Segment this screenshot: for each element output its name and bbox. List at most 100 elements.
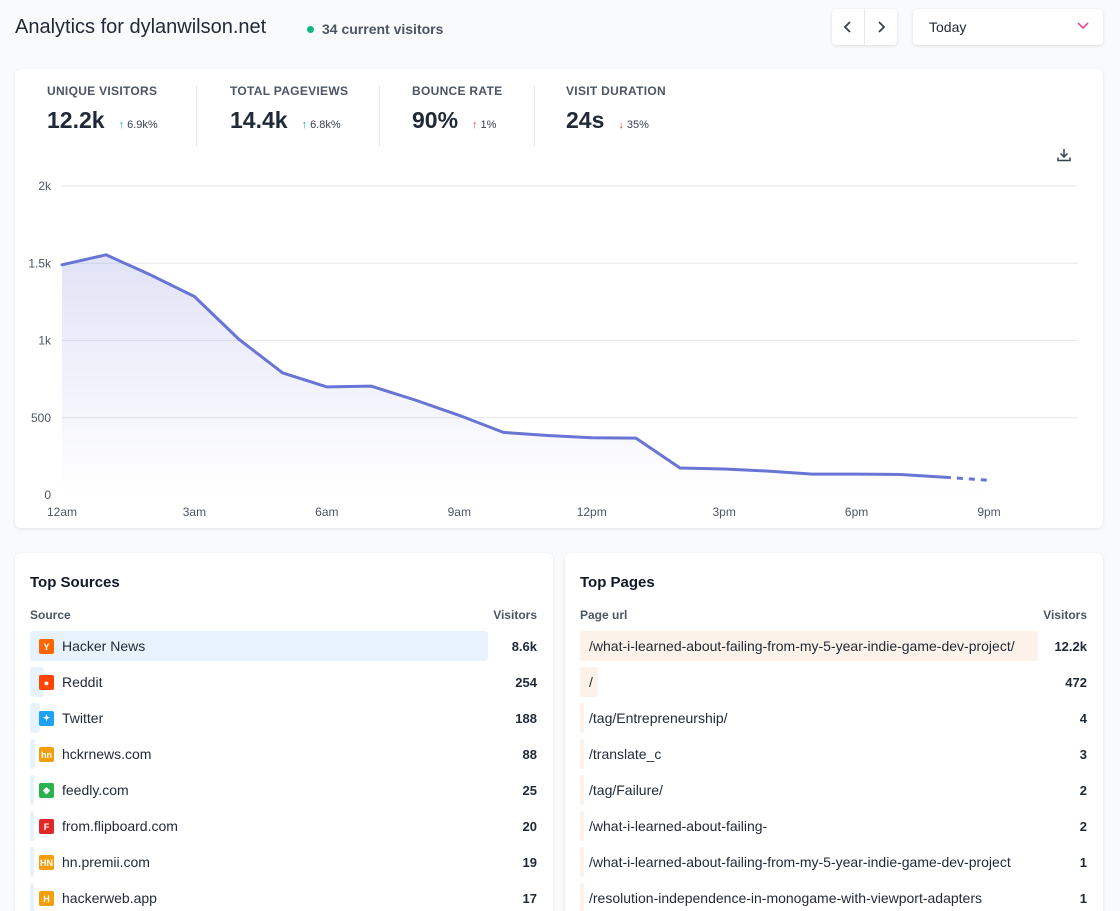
list-item[interactable]: /tag/Failure/2 xyxy=(565,775,1103,805)
premii-icon: HN xyxy=(39,855,54,870)
x-tick-label: 3pm xyxy=(712,505,735,519)
stat-bounce-rate[interactable]: BOUNCE RATE 90% ↑ 1% xyxy=(412,84,502,148)
share-bar xyxy=(580,847,584,877)
share-bar xyxy=(30,631,488,661)
top-pages-card: Top Pages Page url Visitors /what-i-lear… xyxy=(565,553,1103,911)
list-item[interactable]: /what-i-learned-about-failing- 2 xyxy=(565,811,1103,841)
list-item-label[interactable]: hn.premii.com xyxy=(62,854,150,870)
data-point-4am[interactable] xyxy=(233,333,245,345)
next-period-button[interactable] xyxy=(864,9,896,45)
list-item-label[interactable]: Twitter xyxy=(62,710,104,726)
flipboard-icon: F xyxy=(39,819,54,834)
data-point-3pm[interactable] xyxy=(718,463,730,475)
chevron-right-icon xyxy=(877,21,885,33)
page-url-column-header: Page url xyxy=(580,608,628,622)
share-bar xyxy=(30,775,34,805)
reddit-icon: ● xyxy=(39,675,54,690)
list-item[interactable]: /translate_c 3 xyxy=(565,739,1103,769)
list-item[interactable]: ✦ Twitter 188 xyxy=(15,703,553,733)
data-point-12pm[interactable] xyxy=(586,432,598,444)
list-item-label[interactable]: /what-i-learned-about-failing-from-my-5-… xyxy=(589,854,1011,870)
data-point-10am[interactable] xyxy=(497,426,509,438)
list-item-label[interactable]: /tag/Entrepreneurship/ xyxy=(589,710,728,726)
divider xyxy=(534,85,535,147)
list-item-value: 19 xyxy=(522,855,537,870)
chevron-left-icon xyxy=(843,21,851,33)
list-item-label[interactable]: /what-i-learned-about-failing- xyxy=(589,818,768,834)
top-sources-card: Top Sources Source Visitors Y Hacker News… xyxy=(15,553,553,911)
list-item[interactable]: /resolution-independence-in-monogame-wit… xyxy=(565,883,1103,911)
hackerweb-icon: H xyxy=(39,891,54,906)
data-point-3am[interactable] xyxy=(188,290,200,302)
current-visitors[interactable]: 34 current visitors xyxy=(307,21,443,37)
list-item-label[interactable]: hckrnews.com xyxy=(62,746,152,762)
list-item[interactable]: ● Reddit 254 xyxy=(15,667,553,697)
stat-change: ↓ 35% xyxy=(618,119,649,131)
share-bar xyxy=(30,811,34,841)
list-item[interactable]: ◆ feedly.com 25 xyxy=(15,775,553,805)
data-point-11am[interactable] xyxy=(542,430,554,442)
share-bar xyxy=(30,703,41,733)
data-point-2pm[interactable] xyxy=(674,462,686,474)
list-item-label[interactable]: /resolution-independence-in-monogame-wit… xyxy=(589,890,982,906)
download-icon[interactable] xyxy=(1056,147,1072,163)
data-point-7pm[interactable] xyxy=(895,468,907,480)
data-point-9am[interactable] xyxy=(453,409,465,421)
list-item-label[interactable]: / xyxy=(589,674,593,690)
list-item-label[interactable]: /what-i-learned-about-failing-from-my-5-… xyxy=(589,638,1015,654)
list-item[interactable]: /what-i-learned-about-failing-from-my-5-… xyxy=(565,631,1103,661)
share-bar xyxy=(580,775,584,805)
list-item[interactable]: / 472 xyxy=(565,667,1103,697)
main-graph-card: UNIQUE VISITORS 12.2k ↑ 6.9k% TOTAL PAGEV… xyxy=(15,69,1103,528)
share-bar xyxy=(580,667,598,697)
data-point-9pm[interactable] xyxy=(983,474,995,486)
x-tick-label: 6am xyxy=(315,505,338,519)
list-item-value: 1 xyxy=(1079,891,1087,906)
list-item-label[interactable]: feedly.com xyxy=(62,782,129,798)
data-point-8pm[interactable] xyxy=(939,471,951,483)
list-item-label[interactable]: from.flipboard.com xyxy=(62,818,178,834)
data-point-8am[interactable] xyxy=(409,394,421,406)
data-point-6pm[interactable] xyxy=(851,468,863,480)
list-item-label[interactable]: Reddit xyxy=(62,674,103,690)
data-point-1pm[interactable] xyxy=(630,432,642,444)
list-item[interactable]: Y Hacker News 8.6k xyxy=(15,631,553,661)
twitter-icon: ✦ xyxy=(39,711,54,726)
previous-period-button[interactable] xyxy=(832,9,864,45)
data-point-5pm[interactable] xyxy=(806,468,818,480)
top-sources-title: Top Sources xyxy=(30,574,120,591)
data-point-2am[interactable] xyxy=(144,269,156,281)
data-point-12am[interactable] xyxy=(56,259,68,271)
data-point-7am[interactable] xyxy=(365,380,377,392)
list-item[interactable]: HN hn.premii.com 19 xyxy=(15,847,553,877)
arrow-down-icon: ↓ xyxy=(618,119,624,131)
stat-change-value: 6.9k% xyxy=(127,119,158,131)
stat-visit-duration[interactable]: VISIT DURATION 24s ↓ 35% xyxy=(566,84,666,148)
list-item-value: 2 xyxy=(1079,783,1087,798)
page-title: Analytics for dylanwilson.net xyxy=(15,16,267,38)
list-item-label[interactable]: Hacker News xyxy=(62,638,146,654)
list-item[interactable]: hn hckrnews.com 88 xyxy=(15,739,553,769)
x-tick-label: 9pm xyxy=(977,505,1000,519)
stat-unique-visitors[interactable]: UNIQUE VISITORS 12.2k ↑ 6.9k% xyxy=(47,84,158,148)
stat-value: 14.4k xyxy=(230,107,288,133)
stat-total-pageviews[interactable]: TOTAL PAGEVIEWS 14.4k ↑ 6.8k% xyxy=(230,84,348,148)
period-select[interactable]: Today xyxy=(913,9,1103,45)
list-item[interactable]: /tag/Entrepreneurship/4 xyxy=(565,703,1103,733)
period-nav xyxy=(832,9,897,45)
stat-name: BOUNCE RATE xyxy=(412,84,503,98)
visitors-column-header: Visitors xyxy=(1043,608,1087,622)
list-item[interactable]: /what-i-learned-about-failing-from-my-5-… xyxy=(565,847,1103,877)
y-tick-label: 1k xyxy=(38,334,52,348)
data-point-6am[interactable] xyxy=(321,381,333,393)
data-point-5am[interactable] xyxy=(277,367,289,379)
list-item-value: 17 xyxy=(522,891,537,906)
list-item-label[interactable]: /translate_c xyxy=(589,746,662,762)
list-item-label[interactable]: hackerweb.app xyxy=(62,890,157,906)
data-point-4pm[interactable] xyxy=(762,465,774,477)
data-point-1am[interactable] xyxy=(100,249,112,261)
stat-change: ↑ 6.9k% xyxy=(119,119,158,131)
list-item-label[interactable]: /tag/Failure/ xyxy=(589,782,663,798)
